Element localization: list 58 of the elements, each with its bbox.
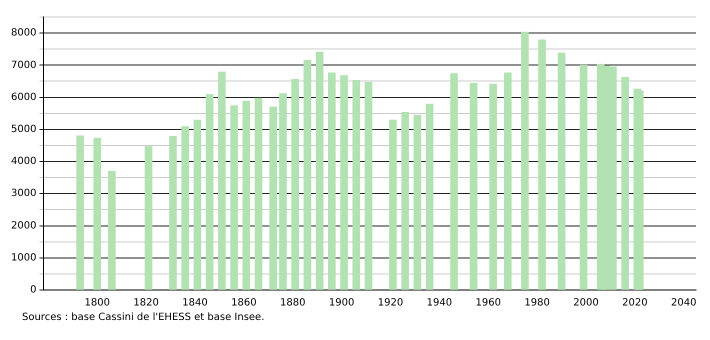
bar: [426, 104, 434, 290]
x-tick-label: 1940: [426, 298, 452, 309]
bar: [352, 80, 360, 290]
bar: [450, 73, 458, 290]
bar: [230, 105, 238, 290]
x-tick-label: 1820: [133, 298, 159, 309]
bar: [108, 170, 116, 290]
bar: [169, 136, 177, 290]
bar: [328, 72, 336, 290]
bar: [304, 60, 312, 290]
bar: [194, 120, 202, 290]
bar: [242, 100, 250, 290]
y-tick-label: 5000: [10, 124, 36, 136]
bar: [538, 39, 546, 290]
x-tick-label: 1800: [84, 298, 110, 309]
bar: [389, 120, 397, 290]
bar: [621, 77, 629, 290]
y-tick-label: 0: [30, 284, 36, 296]
x-tick-label: 1900: [328, 298, 354, 309]
bar: [489, 84, 497, 290]
bar: [364, 82, 372, 290]
bar: [521, 32, 529, 290]
bar: [636, 90, 644, 290]
bar: [340, 75, 348, 290]
bar: [218, 72, 226, 290]
y-tick-label: 1000: [10, 252, 36, 264]
x-tick-label: 1960: [476, 298, 501, 309]
x-tick-label: 1980: [524, 298, 550, 309]
x-tick-label: 2040: [671, 298, 697, 309]
x-tick-label: 2020: [622, 298, 648, 309]
x-tick-label: 2000: [573, 298, 599, 309]
bar: [401, 112, 409, 290]
y-tick-label: 6000: [10, 92, 36, 103]
x-tick-label: 1920: [378, 298, 404, 309]
x-tick-label: 1840: [182, 298, 208, 309]
y-tick-label: 8000: [10, 28, 36, 39]
y-tick-label: 2000: [10, 220, 36, 232]
bar: [414, 114, 422, 290]
bar: [504, 72, 512, 290]
bar: [558, 52, 566, 290]
bar: [254, 98, 262, 290]
y-tick-label: 7000: [10, 60, 36, 71]
bar: [144, 146, 152, 290]
x-tick-label: 1880: [280, 298, 306, 309]
bar: [580, 64, 588, 290]
bar: [279, 93, 287, 290]
bar: [206, 94, 214, 290]
x-tick-label: 1860: [231, 298, 257, 309]
bar: [316, 52, 324, 290]
bar: [76, 136, 84, 290]
bar: [470, 82, 478, 290]
y-tick-label: 3000: [10, 188, 36, 200]
bar: [291, 78, 300, 290]
bar: [181, 126, 190, 290]
y-tick-label: 4000: [10, 156, 36, 168]
source-note: Sources : base Cassini de l'EHESS et base Insee.: [22, 312, 266, 323]
bar: [269, 106, 278, 290]
bar: [93, 138, 102, 290]
